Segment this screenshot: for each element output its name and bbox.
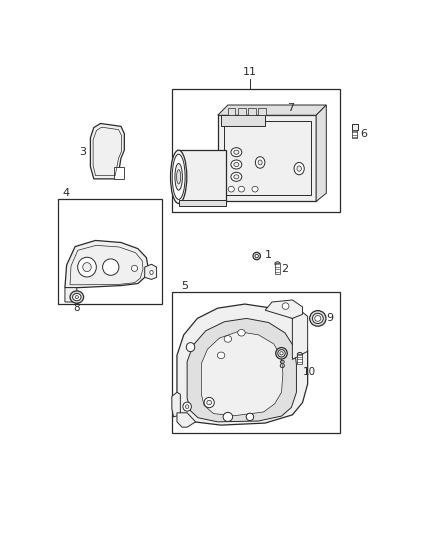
Ellipse shape (234, 163, 239, 166)
Text: 3: 3 (79, 147, 86, 157)
Bar (172, 88, 340, 212)
Ellipse shape (75, 296, 78, 298)
Polygon shape (187, 318, 297, 422)
Ellipse shape (253, 252, 261, 260)
Bar (248, 108, 256, 115)
Polygon shape (177, 413, 196, 427)
Ellipse shape (234, 150, 239, 154)
Bar (58, 199, 162, 304)
Polygon shape (179, 200, 226, 206)
Ellipse shape (207, 400, 212, 405)
Ellipse shape (150, 270, 153, 274)
Text: 6: 6 (360, 129, 367, 139)
Bar (258, 108, 266, 115)
Ellipse shape (170, 150, 187, 204)
Bar (275, 263, 280, 274)
Polygon shape (265, 300, 303, 318)
Polygon shape (177, 304, 307, 425)
Ellipse shape (246, 413, 254, 421)
Polygon shape (145, 264, 156, 279)
Ellipse shape (282, 303, 289, 309)
Polygon shape (65, 288, 77, 302)
Ellipse shape (172, 154, 185, 199)
Text: 10: 10 (303, 367, 316, 377)
Text: 5: 5 (181, 280, 188, 290)
Ellipse shape (83, 263, 91, 272)
Polygon shape (218, 105, 326, 115)
Ellipse shape (276, 348, 287, 359)
Ellipse shape (231, 172, 242, 181)
Bar (352, 124, 358, 131)
Ellipse shape (238, 329, 245, 336)
Ellipse shape (131, 265, 138, 271)
Ellipse shape (175, 164, 182, 190)
Ellipse shape (231, 148, 242, 157)
Ellipse shape (70, 291, 84, 303)
Bar (224, 122, 311, 195)
Text: 4: 4 (62, 188, 69, 198)
Ellipse shape (177, 169, 181, 184)
Ellipse shape (185, 405, 189, 408)
Polygon shape (218, 115, 316, 201)
Ellipse shape (252, 186, 258, 192)
Bar (172, 292, 340, 433)
Ellipse shape (186, 343, 195, 352)
Polygon shape (65, 240, 148, 288)
Ellipse shape (234, 175, 239, 179)
Ellipse shape (258, 160, 262, 165)
Polygon shape (179, 150, 226, 204)
Ellipse shape (294, 163, 304, 175)
Ellipse shape (312, 313, 323, 324)
Polygon shape (201, 332, 283, 416)
Polygon shape (316, 105, 326, 201)
Ellipse shape (231, 160, 242, 169)
Ellipse shape (204, 398, 214, 408)
Polygon shape (114, 166, 124, 179)
Ellipse shape (217, 352, 225, 359)
Ellipse shape (223, 413, 233, 422)
Ellipse shape (255, 157, 265, 168)
Text: 8: 8 (278, 360, 285, 370)
Text: 2: 2 (282, 264, 289, 274)
Bar (228, 108, 235, 115)
Ellipse shape (315, 316, 321, 321)
Bar (297, 354, 302, 364)
Ellipse shape (255, 254, 258, 257)
Bar (353, 130, 357, 138)
Text: 1: 1 (265, 250, 272, 260)
Ellipse shape (238, 186, 244, 192)
Polygon shape (90, 124, 124, 179)
Polygon shape (293, 312, 307, 359)
Ellipse shape (278, 350, 285, 357)
Ellipse shape (228, 186, 234, 192)
Ellipse shape (78, 257, 96, 277)
Ellipse shape (280, 352, 283, 355)
Ellipse shape (275, 262, 280, 266)
Ellipse shape (183, 402, 191, 411)
Polygon shape (221, 115, 265, 126)
Polygon shape (172, 392, 180, 417)
Bar (238, 108, 246, 115)
Ellipse shape (297, 166, 301, 171)
Text: 8: 8 (74, 303, 80, 313)
Ellipse shape (73, 293, 81, 301)
Ellipse shape (297, 352, 302, 357)
Text: 11: 11 (243, 67, 257, 77)
Text: 9: 9 (326, 312, 333, 322)
Ellipse shape (310, 311, 326, 326)
Ellipse shape (224, 336, 232, 342)
Ellipse shape (102, 259, 119, 276)
Text: 7: 7 (287, 103, 294, 113)
